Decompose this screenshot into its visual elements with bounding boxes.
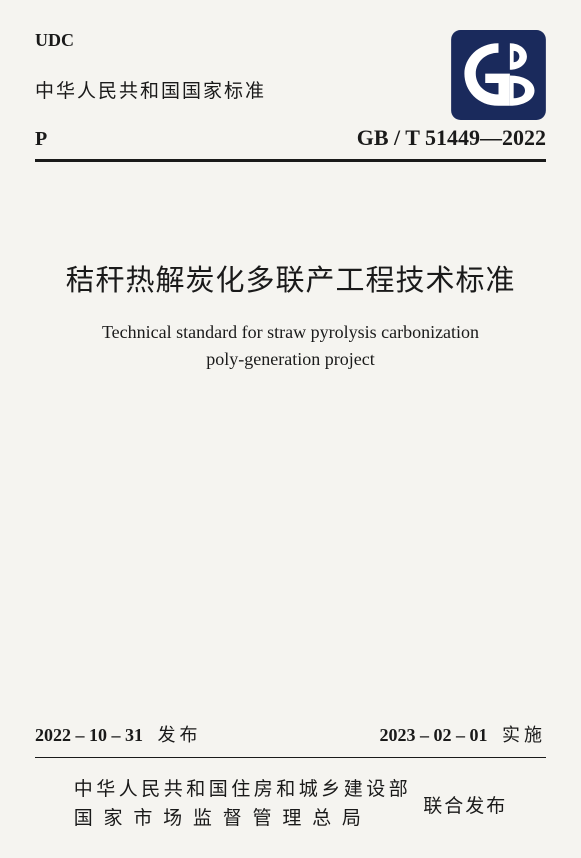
country-standard-label: 中华人民共和国国家标准 xyxy=(35,76,266,103)
effective-label: 实施 xyxy=(502,725,546,745)
effective-date-block: 2023 – 02 – 01 实施 xyxy=(380,721,547,747)
title-block: 秸秆热解炭化多联产工程技术标准 Technical standard for s… xyxy=(35,257,546,373)
standard-code: GB / T 51449—2022 xyxy=(357,125,546,151)
issue-label: 发布 xyxy=(158,725,202,745)
publisher-line2: 国家市场监督管理总局 xyxy=(74,805,412,834)
header-second-row: P GB / T 51449—2022 xyxy=(35,125,546,151)
udc-label: UDC xyxy=(35,30,266,51)
title-english: Technical standard for straw pyrolysis c… xyxy=(35,319,546,373)
publisher-lines: 中华人民共和国住房和城乡建设部 国家市场监督管理总局 xyxy=(74,776,412,833)
effective-date: 2023 – 02 – 01 xyxy=(380,725,488,745)
publisher-block: 中华人民共和国住房和城乡建设部 国家市场监督管理总局 联合发布 xyxy=(35,776,546,833)
vertical-spacer xyxy=(35,373,546,721)
p-label: P xyxy=(35,128,47,151)
standard-cover-page: UDC 中华人民共和国国家标准 P GB / T 51449—2022 秸秆热解… xyxy=(0,0,581,858)
title-english-line1: Technical standard for straw pyrolysis c… xyxy=(102,322,479,342)
publisher-line1: 中华人民共和国住房和城乡建设部 xyxy=(74,776,412,805)
joint-publish-label: 联合发布 xyxy=(423,791,507,818)
date-row: 2022 – 10 – 31 发布 2023 – 02 – 01 实施 xyxy=(35,721,546,747)
issue-date-block: 2022 – 10 – 31 发布 xyxy=(35,721,202,747)
header-top-row: UDC 中华人民共和国国家标准 xyxy=(35,30,546,120)
title-english-line2: poly-generation project xyxy=(206,349,374,369)
gb-logo xyxy=(451,30,546,120)
issue-date: 2022 – 10 – 31 xyxy=(35,725,143,745)
bottom-divider xyxy=(35,757,546,758)
header-left: UDC 中华人民共和国国家标准 xyxy=(35,30,266,103)
title-chinese: 秸秆热解炭化多联产工程技术标准 xyxy=(35,257,546,299)
top-divider xyxy=(35,159,546,162)
